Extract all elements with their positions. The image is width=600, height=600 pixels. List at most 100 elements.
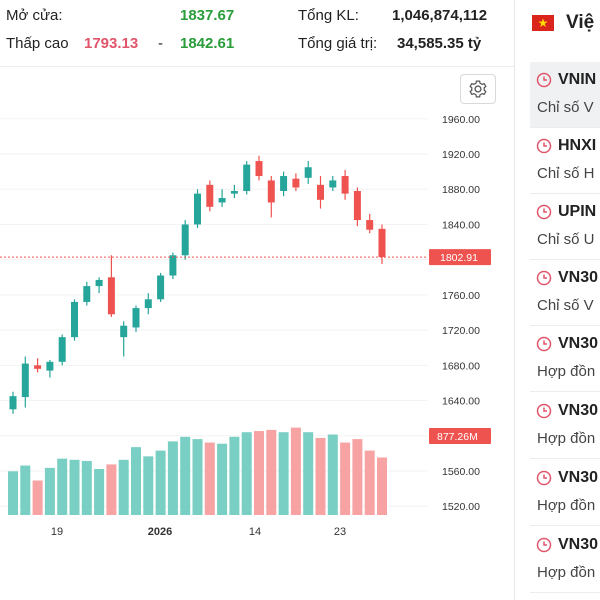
index-list-item[interactable]: VN30 Chỉ số V (530, 260, 600, 326)
volume-bar (303, 432, 314, 515)
index-code: HNXI (558, 137, 597, 154)
candle-body (58, 337, 66, 362)
vietnam-flag-icon: ★ (532, 15, 554, 31)
candlestick-chart[interactable]: 1960.001920.001880.001840.001800.001760.… (0, 110, 514, 550)
volume-bar (106, 464, 117, 515)
turnover-label: Tổng giá trị: (298, 35, 378, 52)
index-description: Chỉ số H (537, 165, 595, 182)
candle-body (317, 184, 324, 200)
index-description: Hợp đồn (537, 497, 596, 514)
chart-settings-button[interactable] (460, 74, 496, 104)
candle-body (353, 191, 361, 221)
candle-body (181, 224, 189, 256)
x-tick-label: 23 (334, 526, 346, 538)
candle-body (206, 184, 214, 207)
open-label: Mở cửa: (6, 7, 63, 24)
volume-bar (204, 442, 215, 515)
gear-icon (469, 80, 487, 98)
header-divider (0, 66, 514, 67)
volume-bar (278, 432, 289, 515)
index-description: Hợp đồn (537, 564, 596, 581)
index-code: VN30 (558, 335, 599, 352)
candle-body (157, 275, 165, 300)
clock-icon (536, 204, 552, 220)
candle-body (366, 220, 374, 230)
low-value: 1793.13 (84, 35, 139, 52)
volume-bar (327, 434, 338, 515)
candle-body (107, 277, 115, 315)
volume-bar (377, 457, 387, 515)
candle-body (83, 286, 91, 302)
candle-body (341, 176, 349, 194)
index-code: VN30 (558, 536, 599, 553)
clock-icon (536, 138, 552, 154)
index-description: Hợp đồn (537, 430, 596, 447)
index-description: Hợp đồn (537, 363, 596, 380)
volume-bar (155, 450, 166, 515)
index-list-item[interactable]: HNXI Chỉ số H (530, 128, 600, 194)
candle-body (21, 363, 29, 398)
candle-body (120, 325, 128, 338)
turnover-value: 34,585.35 tỷ (397, 35, 482, 52)
last-price-label: 1802.91 (440, 252, 478, 264)
candle-body (71, 301, 78, 338)
volume-bar (118, 459, 129, 515)
price-tick-label: 1840.00 (442, 219, 480, 231)
volume-bar (32, 480, 43, 515)
clock-icon (536, 72, 552, 88)
index-list-item[interactable]: UPIN Chỉ số U (530, 194, 600, 260)
index-list-item[interactable]: VN30 Hợp đồn (530, 326, 600, 392)
market-stats: Mở cửa: 1837.67 Thấp cao 1793.13 - 1842.… (0, 0, 515, 62)
volume-bar (192, 439, 203, 515)
candle-body (329, 180, 337, 188)
clock-icon (536, 470, 552, 486)
index-code: UPIN (558, 203, 597, 220)
price-tick-label: 1560.00 (442, 466, 480, 478)
price-tick-label: 1960.00 (442, 114, 480, 126)
candle-body (46, 361, 54, 371)
candle-body (194, 193, 201, 225)
candle-body (292, 178, 300, 188)
price-tick-label: 1520.00 (442, 501, 480, 513)
volume-bar (241, 432, 252, 515)
volume-bar (364, 450, 375, 515)
index-description: Chỉ số V (537, 99, 594, 116)
index-code: VNIN (558, 71, 597, 88)
volume-bar (180, 436, 191, 515)
country-title: Việ (566, 12, 595, 33)
candle-body (255, 161, 263, 177)
index-code: VN30 (558, 269, 599, 286)
candle-body (132, 308, 140, 328)
volume-bar (81, 460, 92, 515)
candle-body (243, 164, 251, 191)
volume-tag-label: 877.26M (437, 431, 478, 443)
volume-bar (131, 447, 141, 515)
volume-bar (167, 441, 178, 515)
candle-body (230, 191, 238, 194)
clock-icon (536, 403, 552, 419)
volume-bar (20, 465, 31, 515)
index-list-item[interactable]: VNIN Chỉ số V (530, 62, 600, 128)
candle-body (267, 180, 275, 203)
candle-body (378, 228, 386, 258)
price-chart[interactable]: 1960.001920.001880.001840.001800.001760.… (0, 110, 514, 550)
index-code: VN30 (558, 469, 599, 486)
index-list-item[interactable]: VN30 Hợp đồn (530, 527, 600, 593)
open-value: 1837.67 (180, 7, 235, 24)
volume-bar (217, 443, 228, 515)
volume-tag (429, 428, 491, 444)
candle-body (280, 176, 288, 191)
clock-icon (536, 336, 552, 352)
volume-bar (290, 427, 301, 515)
candle-body (169, 255, 177, 276)
volume-value: 1,046,874,112 (392, 7, 488, 24)
index-list-item[interactable]: VN30 Hợp đồn (530, 393, 600, 459)
candle-body (144, 299, 152, 309)
volume-bar (352, 439, 363, 515)
volume-bar (69, 459, 80, 515)
index-description: Chỉ số V (537, 297, 594, 314)
volume-bar (94, 469, 105, 515)
x-tick-label: 14 (249, 526, 261, 538)
index-list-item[interactable]: VN30 Hợp đồn (530, 460, 600, 526)
price-tick-label: 1920.00 (442, 149, 480, 161)
